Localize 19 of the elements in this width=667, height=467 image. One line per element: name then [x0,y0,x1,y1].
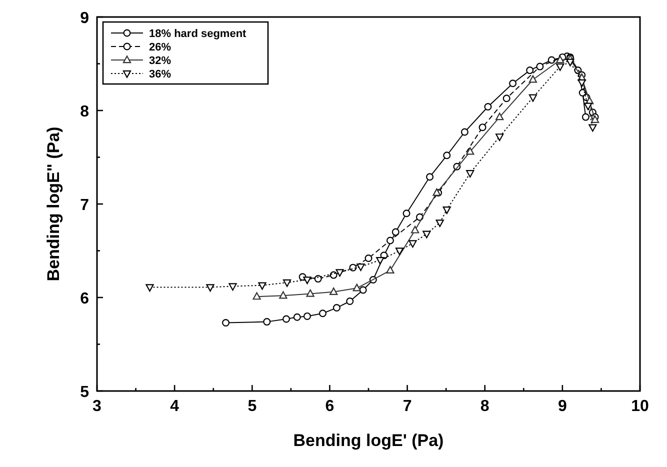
x-tick-label: 5 [248,398,257,415]
x-tick-label: 4 [170,398,180,415]
y-tick-label: 5 [80,384,90,401]
y-tick-label: 7 [80,197,90,214]
y-axis-title: Bending logE" (Pa) [44,126,63,282]
legend-label: 32% [149,55,172,67]
x-tick-label: 7 [402,398,412,415]
legend-label: 36% [149,68,172,80]
x-tick-label: 10 [631,398,649,415]
legend-label: 26% [149,42,172,54]
y-tick-label: 9 [80,10,90,27]
legend-label: 18% hard segment [149,28,247,40]
y-tick-label: 6 [80,290,90,308]
x-tick-label: 8 [480,398,490,415]
x-tick-label: 6 [325,398,334,415]
x-tick-label: 3 [92,398,102,415]
y-tick-label: 8 [80,104,90,120]
x-tick-label: 9 [558,398,567,415]
x-axis-title: Bending logE' (Pa) [293,431,444,450]
